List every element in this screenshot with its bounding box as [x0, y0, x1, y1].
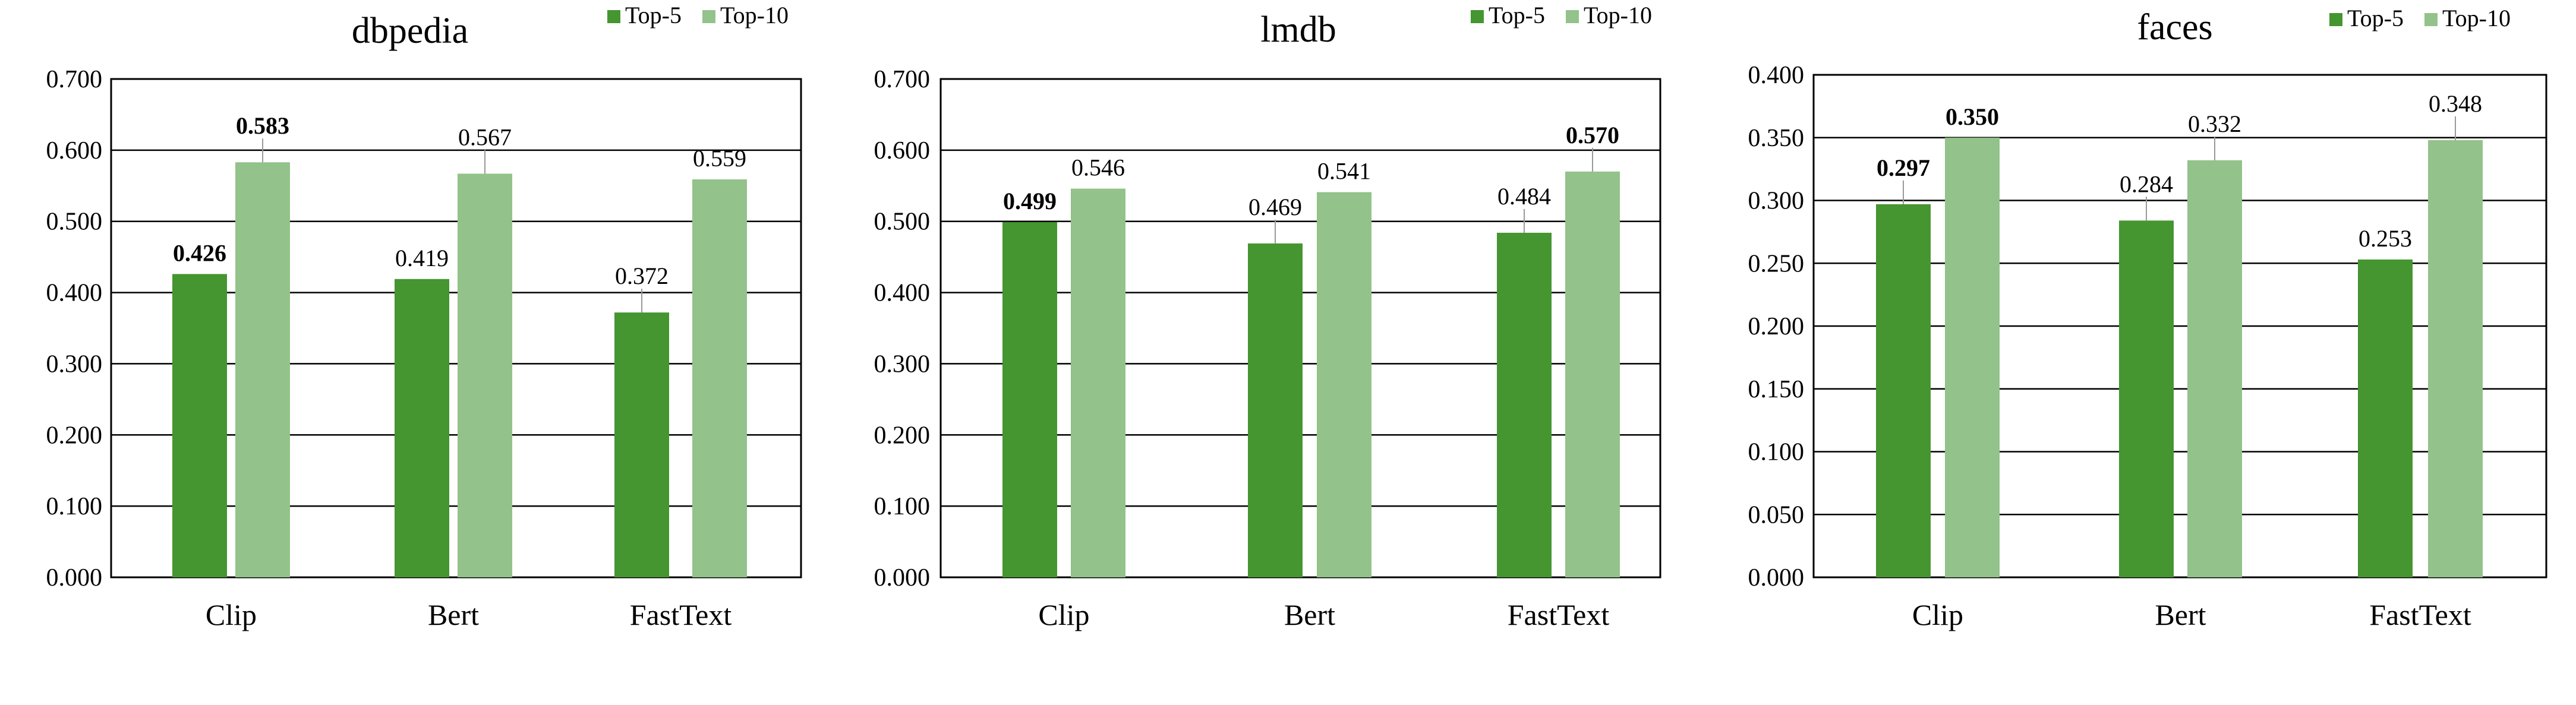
- data-label: 0.426: [173, 239, 226, 266]
- bar-Top-10-FastText: [692, 179, 747, 578]
- data-label: 0.541: [1317, 158, 1371, 185]
- bar-Top-5-FastText: [1497, 232, 1552, 577]
- bar-Top-5-Bert: [1248, 243, 1303, 577]
- y-tick-label: 0.100: [1748, 439, 1805, 466]
- legend-label: Top-10: [720, 2, 789, 29]
- bar-Top-5-Clip: [1002, 222, 1057, 578]
- data-label: 0.284: [2120, 170, 2173, 197]
- y-tick-label: 0.500: [874, 208, 931, 236]
- data-label: 0.348: [2429, 90, 2482, 117]
- y-tick-label: 0.300: [874, 350, 931, 378]
- y-tick-label: 0.600: [46, 137, 103, 165]
- plot-frame: [1812, 74, 2547, 578]
- data-label: 0.546: [1071, 154, 1125, 181]
- y-tick-label: 0.400: [1748, 62, 1805, 89]
- data-label: 0.484: [1497, 183, 1551, 210]
- bar-Top-10-FastText: [1565, 171, 1620, 577]
- y-tick-label: 0.700: [874, 66, 931, 93]
- y-tick-label: 0.000: [1748, 564, 1805, 592]
- x-category-label: Clip: [1912, 598, 1963, 631]
- chart-panel-dbpedia: dbpedia Top-5 Top-10 0.000 0.100 0.200 0.300 0.…: [46, 2, 802, 631]
- legend-swatch-Top-10: [1566, 10, 1579, 23]
- x-category-label: FastText: [1508, 598, 1610, 631]
- bar-Top-5-FastText: [2358, 259, 2413, 577]
- chart-title: dbpedia: [352, 11, 468, 51]
- legend-label: Top-10: [2442, 5, 2511, 31]
- x-category-label: Bert: [428, 598, 479, 631]
- data-label: 0.350: [1946, 103, 1999, 130]
- y-tick-label: 0.100: [46, 493, 103, 520]
- legend-label: Top-10: [1584, 2, 1652, 29]
- y-tick-label: 0.000: [874, 564, 931, 592]
- legend-swatch-Top-5: [1471, 10, 1484, 23]
- x-category-label: FastText: [630, 598, 732, 631]
- y-tick-label: 0.200: [46, 422, 103, 449]
- legend-swatch-Top-5: [607, 10, 620, 23]
- data-label: 0.253: [2359, 225, 2412, 252]
- bar-Top-10-FastText: [2428, 140, 2483, 578]
- y-tick-label: 0.300: [1748, 188, 1805, 215]
- data-label: 0.567: [458, 124, 512, 150]
- legend-swatch-Top-10: [2424, 13, 2438, 26]
- data-label: 0.419: [395, 245, 449, 271]
- plot-frame: [110, 78, 802, 578]
- bar-Top-5-Bert: [2119, 220, 2174, 578]
- legend-swatch-Top-5: [2329, 13, 2342, 26]
- bar-Top-10-Bert: [458, 173, 512, 577]
- legend-label: Top-5: [625, 2, 682, 29]
- y-tick-label: 0.050: [1748, 501, 1805, 529]
- data-label: 0.297: [1877, 154, 1930, 181]
- data-label: 0.332: [2188, 110, 2241, 137]
- bar-Top-10-Bert: [2187, 160, 2242, 577]
- bar-Top-5-Clip: [1876, 204, 1931, 578]
- data-label: 0.469: [1248, 194, 1302, 220]
- legend-label: Top-5: [1489, 2, 1545, 29]
- y-tick-label: 0.200: [874, 422, 931, 449]
- y-tick-label: 0.400: [46, 280, 103, 307]
- data-label: 0.583: [236, 112, 289, 139]
- chart-panel-lmdb: lmdb Top-5 Top-10 0.000 0.100 0.200 0.300 0.400…: [874, 2, 1661, 631]
- x-category-label: Clip: [206, 598, 257, 631]
- data-label: 0.372: [615, 263, 669, 289]
- chart-title: faces: [2137, 7, 2212, 48]
- data-label: 0.499: [1003, 188, 1057, 214]
- data-label: 0.570: [1566, 122, 1619, 148]
- chart-title: lmdb: [1260, 10, 1336, 50]
- y-tick-label: 0.000: [46, 564, 103, 592]
- x-category-label: Bert: [1284, 598, 1335, 631]
- bar-Top-5-Bert: [395, 279, 449, 577]
- bar-Top-10-Clip: [1945, 137, 2000, 577]
- x-category-label: Clip: [1038, 598, 1089, 631]
- chart-panel-faces: faces Top-5 Top-10 0.000 0.050 0.100 0.150 0.20…: [1748, 5, 2547, 631]
- y-tick-label: 0.150: [1748, 376, 1805, 403]
- x-category-label: Bert: [2155, 598, 2206, 631]
- y-tick-label: 0.350: [1748, 125, 1805, 152]
- bar-Top-10-Bert: [1317, 192, 1371, 577]
- y-tick-label: 0.500: [46, 208, 103, 236]
- bar-Top-5-Clip: [172, 274, 227, 577]
- data-label: 0.559: [693, 145, 746, 172]
- legend-swatch-Top-10: [702, 10, 715, 23]
- y-tick-label: 0.400: [874, 280, 931, 307]
- bar-Top-5-FastText: [614, 312, 669, 577]
- y-tick-label: 0.250: [1748, 250, 1805, 277]
- y-tick-label: 0.300: [46, 350, 103, 378]
- y-tick-label: 0.100: [874, 493, 931, 520]
- y-tick-label: 0.200: [1748, 313, 1805, 340]
- bar-Top-10-Clip: [1071, 188, 1125, 578]
- bar-Top-10-Clip: [235, 162, 290, 577]
- x-category-label: FastText: [2369, 598, 2471, 631]
- legend-label: Top-5: [2347, 5, 2404, 31]
- y-tick-label: 0.600: [874, 137, 931, 165]
- y-tick-label: 0.700: [46, 66, 103, 93]
